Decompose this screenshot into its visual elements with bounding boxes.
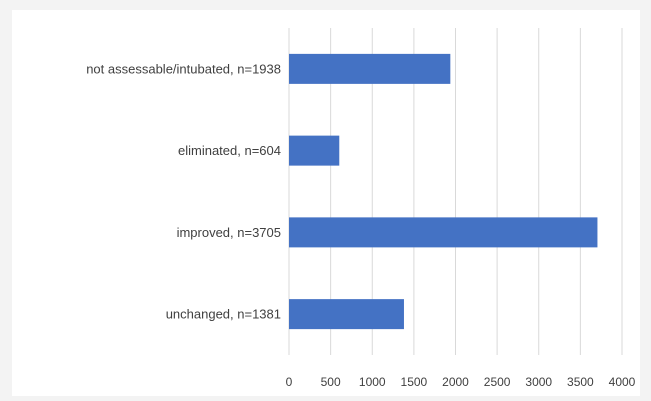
bar-2 <box>289 217 598 248</box>
x-tick-label: 3500 <box>567 375 594 389</box>
bar-layer <box>289 53 598 330</box>
x-tick-label: 2500 <box>484 375 511 389</box>
x-tick-label: 4000 <box>609 375 636 389</box>
category-label: unchanged, n=1381 <box>166 307 281 322</box>
x-tick-label: 3000 <box>525 375 552 389</box>
tick-layer: 0 500 1000 1500 2000 2500 3000 3500 4000 <box>286 375 636 389</box>
bar-3 <box>289 299 404 330</box>
bar-0 <box>289 53 451 84</box>
x-tick-label: 1500 <box>401 375 428 389</box>
category-label: improved, n=3705 <box>177 225 281 240</box>
x-tick-label: 1000 <box>359 375 386 389</box>
category-label: not assessable/intubated, n=1938 <box>86 61 281 76</box>
category-label: eliminated, n=604 <box>178 143 281 158</box>
x-tick-label: 0 <box>286 375 293 389</box>
x-tick-label: 2000 <box>442 375 469 389</box>
x-tick-label: 500 <box>321 375 341 389</box>
bar-1 <box>289 135 340 166</box>
label-layer: not assessable/intubated, n=1938 eliminat… <box>86 61 281 321</box>
